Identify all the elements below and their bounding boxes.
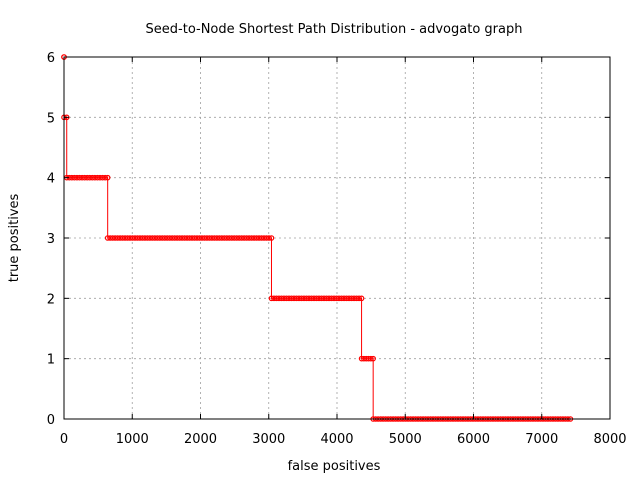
data-point <box>273 295 280 302</box>
x-tick-label: 2000 <box>184 432 217 447</box>
data-point <box>266 235 272 241</box>
y-axis-label: true positives <box>7 193 22 282</box>
data-point <box>326 295 332 302</box>
data-point <box>268 235 275 241</box>
x-tick-labels: 0 1000 2000 3000 4000 5000 6000 7000 8000 <box>60 432 627 447</box>
data-point <box>86 174 93 181</box>
data-point <box>323 295 330 302</box>
x-axis-label: false positives <box>288 459 381 474</box>
data-point <box>356 295 362 302</box>
y-tick-label: 3 <box>47 232 55 247</box>
data-point <box>97 174 103 181</box>
data-point <box>268 295 275 302</box>
data-point <box>286 295 292 302</box>
step-segment <box>104 235 275 241</box>
data-point <box>69 174 75 181</box>
data-point <box>81 174 88 181</box>
data-point <box>291 295 297 302</box>
data-point <box>348 295 355 302</box>
data-point <box>303 295 310 302</box>
y-tick-label: 5 <box>47 111 55 126</box>
y-tick-label: 4 <box>47 172 55 187</box>
data-point <box>293 295 300 302</box>
x-tick-label: 4000 <box>320 432 353 447</box>
data-point <box>353 295 360 302</box>
data-point <box>368 355 374 362</box>
data-point <box>338 295 345 302</box>
data-point <box>336 295 342 302</box>
data-point <box>92 174 98 181</box>
data-point <box>301 295 307 302</box>
data-point <box>99 174 106 181</box>
data-point <box>306 295 312 302</box>
data-point <box>331 295 337 302</box>
x-tick-label: 7000 <box>525 432 558 447</box>
data-point <box>271 295 277 302</box>
data-point <box>76 174 83 181</box>
data-point <box>283 295 290 302</box>
y-tick-label: 6 <box>47 51 55 66</box>
data-point <box>308 295 315 302</box>
data-point <box>281 295 287 302</box>
step-segment <box>268 295 365 302</box>
data-point <box>74 174 80 181</box>
data-point <box>298 295 305 302</box>
y-tick-label: 1 <box>47 353 55 368</box>
data-point <box>328 295 335 302</box>
data-point <box>104 174 111 181</box>
data-point <box>351 295 357 302</box>
data-point <box>370 355 376 362</box>
chart-title: Seed-to-Node Shortest Path Distribution … <box>146 22 523 37</box>
y-tick-label: 2 <box>47 292 55 307</box>
step-segment <box>63 174 111 181</box>
data-point <box>89 174 96 181</box>
data-point <box>278 295 285 302</box>
data-point <box>311 295 317 302</box>
data-point <box>102 174 108 181</box>
data-point <box>313 295 320 302</box>
data-point <box>288 295 295 302</box>
data-point <box>79 174 85 181</box>
data-point <box>94 174 101 181</box>
data-point <box>84 174 91 181</box>
x-tick-label: 5000 <box>389 432 422 447</box>
data-point <box>71 174 78 181</box>
data-point <box>296 295 302 302</box>
x-tick-label: 1000 <box>116 432 149 447</box>
data-point <box>276 295 282 302</box>
data-point <box>316 295 322 302</box>
data-point <box>333 295 340 302</box>
x-tick-label: 8000 <box>593 432 626 447</box>
x-tick-label: 0 <box>60 432 68 447</box>
x-tick-label: 6000 <box>457 432 490 447</box>
data-point <box>346 295 352 302</box>
step-segment <box>358 355 376 362</box>
y-tick-labels: 0 1 2 3 4 5 6 <box>47 51 55 428</box>
data-point <box>318 295 325 302</box>
data-point <box>358 295 365 302</box>
ticks <box>63 56 611 420</box>
data-point <box>321 295 327 302</box>
y-tick-label: 0 <box>47 413 55 428</box>
x-tick-label: 3000 <box>252 432 285 447</box>
data-point <box>341 295 347 302</box>
data-point <box>343 295 350 302</box>
